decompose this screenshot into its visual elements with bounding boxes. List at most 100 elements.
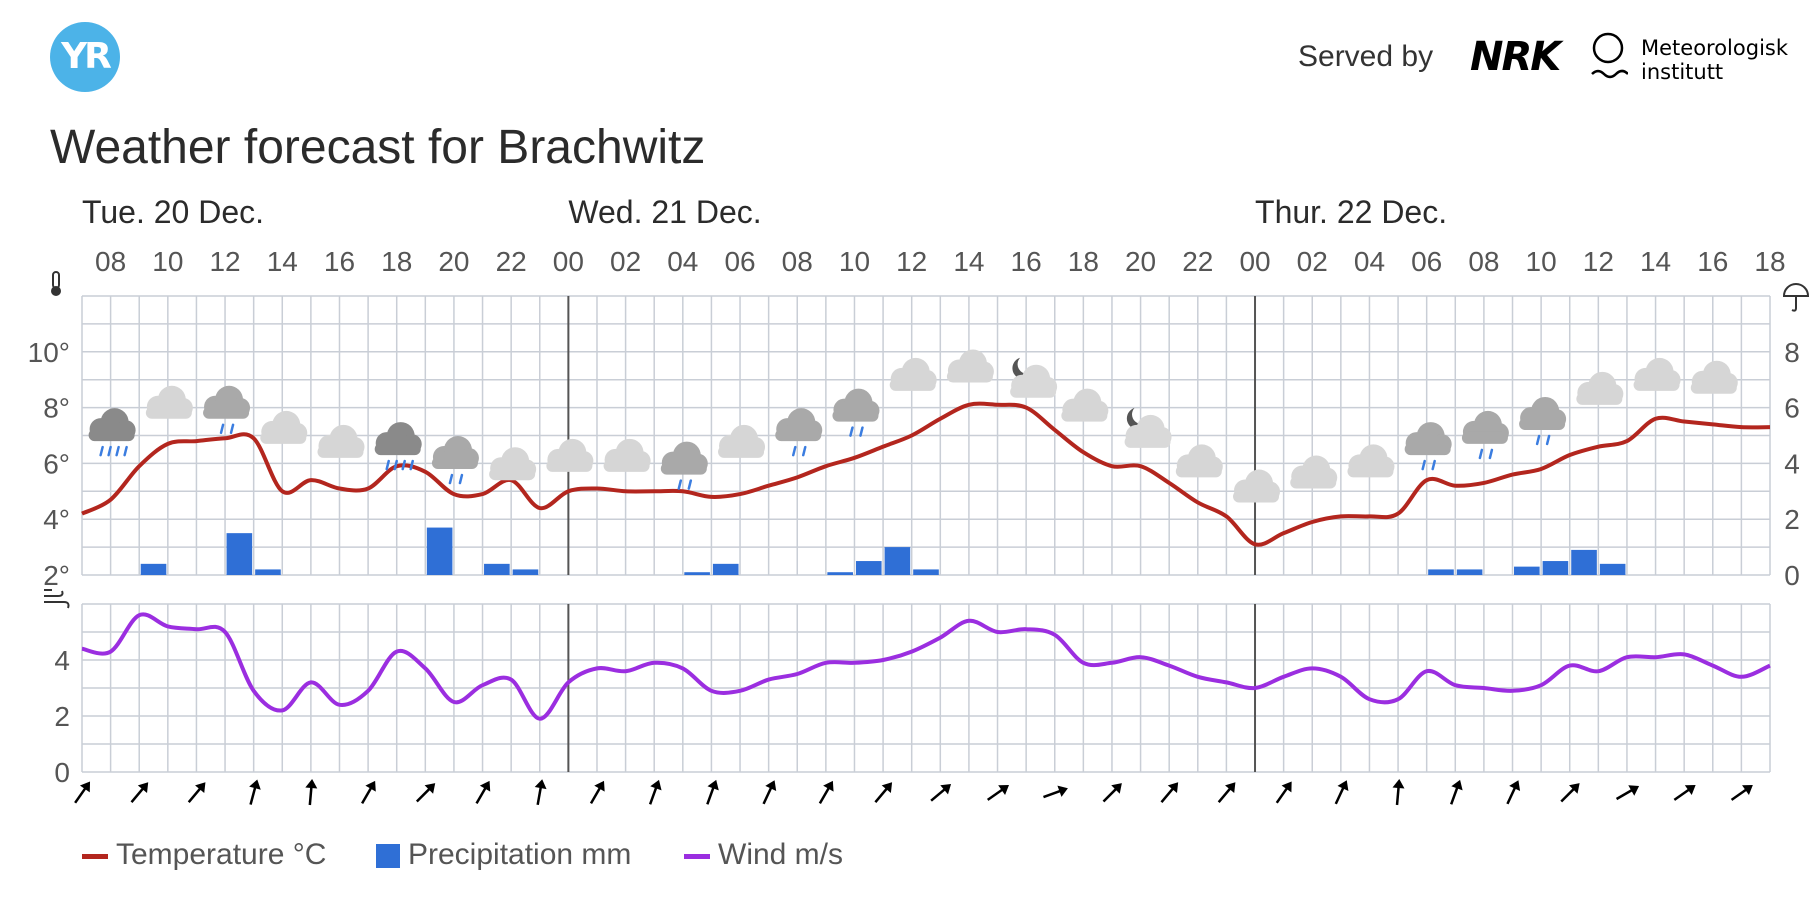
raindrop (1545, 434, 1551, 446)
wind-arrow-icon (1160, 782, 1179, 803)
wind-arrow-icon (762, 780, 777, 805)
precipitation-bar (140, 563, 167, 575)
wind-arrow-icon (1334, 780, 1349, 805)
raindrop (99, 445, 104, 457)
hour-tick-label: 00 (1239, 246, 1270, 277)
rain-cloud-icon (832, 388, 880, 437)
met-line-1: Meteorologisk (1641, 36, 1789, 60)
hour-tick-label: 02 (1297, 246, 1328, 277)
raindrop (123, 445, 128, 457)
wind-arrow-icon (249, 779, 261, 805)
hour-tick-label: 12 (209, 246, 240, 277)
precipitation-bar (1428, 569, 1454, 575)
temperature-line (81, 401, 1771, 547)
wind-arrow-icon (1560, 783, 1580, 803)
wind-arrow-icon (187, 782, 206, 803)
raindrop (792, 445, 797, 457)
hour-tick-label: 08 (782, 246, 813, 277)
precipitation-bar (1514, 566, 1540, 575)
temperature-series-line (81, 401, 1771, 547)
heavy-rain-cloud-icon (88, 408, 136, 457)
rain-cloud-icon (203, 385, 251, 435)
raindrop (229, 423, 235, 435)
raindrop (385, 459, 390, 471)
partly-cloudy-night-icon (1010, 357, 1058, 398)
precipitation-bar (1571, 549, 1597, 575)
hour-tick-label: 08 (95, 246, 126, 277)
hour-tick-label: 08 (1468, 246, 1499, 277)
cloud-icon (946, 349, 994, 383)
wind-arrow-icon (1730, 784, 1753, 801)
precipitation-bar (684, 572, 710, 575)
hour-tick-label: 12 (896, 246, 927, 277)
hour-tick-label: 20 (1125, 246, 1156, 277)
cloud-icon (718, 424, 766, 458)
wind-arrow-icon (1275, 781, 1292, 804)
legend-wind: Wind m/s (684, 838, 843, 872)
wind-arrow-icon (1217, 782, 1236, 803)
umbrella-icon (1782, 283, 1810, 312)
wind-tick-label: 4 (54, 645, 70, 676)
legend-temperature: Temperature °C (82, 838, 326, 872)
legend-precipitation: Precipitation mm (376, 838, 631, 872)
wind-tick-label: 2 (54, 701, 70, 732)
raindrop (107, 445, 112, 457)
hour-tick-label: 14 (953, 246, 984, 277)
cloud-icon (1690, 360, 1738, 394)
precipitation-bar (1456, 569, 1483, 575)
precipitation-tick-label: 4 (1784, 448, 1800, 479)
raindrop (1478, 448, 1484, 460)
hour-tick-label: 04 (1354, 246, 1385, 277)
raindrop (1431, 459, 1436, 471)
wind-arrow-icon (930, 784, 952, 802)
hour-tick-label: 12 (1583, 246, 1614, 277)
cloud-icon (317, 424, 365, 458)
day-label: Thur. 22 Dec. (1255, 194, 1447, 230)
wind-arrow-icon (305, 779, 318, 806)
wind-arrow-icon (874, 782, 893, 803)
precipitation-bar (512, 569, 539, 575)
hour-tick-label: 18 (381, 246, 412, 277)
wind-arrow-icon (1392, 779, 1405, 806)
wind-arrow-icon (475, 780, 491, 805)
met-institute-icon (1591, 32, 1628, 79)
cloud-icon (1347, 444, 1395, 478)
hour-tick-label: 06 (1411, 246, 1442, 277)
cloud-icon (1061, 388, 1109, 422)
hour-tick-label: 22 (1182, 246, 1213, 277)
wind-arrow-icon (1450, 779, 1463, 805)
precipitation-bar (226, 533, 253, 575)
precipitation-bar (884, 547, 911, 575)
legend-precipitation-label: Precipitation mm (408, 838, 632, 871)
cloud-icon (1290, 455, 1338, 489)
legend-temperature-label: Temperature °C (116, 838, 327, 871)
raindrop (1488, 448, 1494, 460)
precipitation-bars (140, 527, 1626, 575)
cloud-icon (889, 357, 937, 391)
page-title: Weather forecast for Brachwitz (50, 121, 706, 174)
rain-cloud-icon (660, 441, 708, 490)
cloud-icon (546, 438, 594, 472)
raindrop (859, 426, 864, 437)
hour-tick-label: 22 (496, 246, 527, 277)
legend-wind-label: Wind m/s (718, 838, 844, 871)
yr-logo[interactable]: YR (50, 22, 120, 92)
served-by-label: Served by (1298, 40, 1434, 73)
precipitation-tick-label: 0 (1784, 560, 1800, 591)
raindrop (458, 473, 464, 485)
wind-arrow-icon (534, 779, 547, 806)
cloud-icon (145, 385, 193, 419)
wind-arrow-icon (1615, 785, 1640, 801)
met-institute-logo-text[interactable]: Meteorologisk institutt (1641, 36, 1788, 84)
nrk-logo[interactable]: NRK (1470, 34, 1561, 80)
wind-arrow-icon (74, 781, 91, 804)
weather-chart: Tue. 20 Dec. Wed. 21 Dec. Thur. 22 Dec.08 1… (28, 194, 1810, 806)
wind-arrow-icon (818, 780, 834, 805)
wind-tick-label: 0 (54, 757, 70, 788)
legend-precipitation-swatch (376, 844, 400, 869)
cloud-icon (489, 447, 537, 481)
legend-wind-swatch (684, 853, 710, 859)
wind-series-line (81, 612, 1771, 721)
temperature-tick-label: 6° (43, 448, 70, 479)
hour-tick-label: 02 (610, 246, 641, 277)
